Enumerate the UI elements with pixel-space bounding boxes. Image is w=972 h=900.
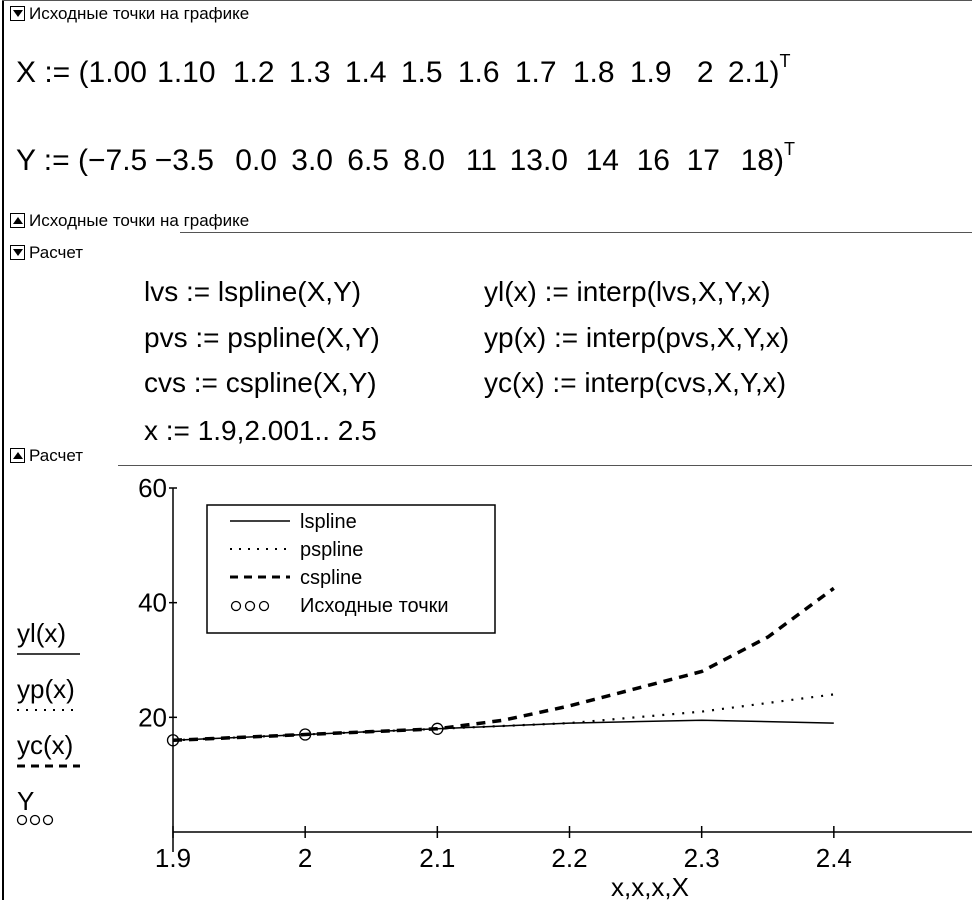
region-footer-calc[interactable]: Расчет [10, 447, 83, 464]
vector-close: ) [773, 144, 784, 177]
formula-x-range[interactable]: x := 1.9,2.001.. 2.5 [144, 415, 377, 446]
y-vector-definition[interactable]: Y := (−7.5 −3.5 0.0 3.0 6.5 8.0 11 13.0 14 16 17 18… [16, 139, 795, 178]
y-axis-label-item: yc(x) [17, 730, 73, 760]
region-divider [118, 465, 972, 466]
x-tick-label: 2 [298, 843, 312, 873]
y-axis-label-item: yl(x) [17, 618, 66, 648]
vector-element: 1.00 [88, 56, 147, 89]
vector-element: 8.0 [403, 144, 445, 177]
collapse-region-icon[interactable] [10, 6, 25, 21]
vector-name: X [16, 56, 37, 89]
legend-sample [258, 600, 270, 612]
legend-entry-label: lspline [300, 511, 357, 533]
region-label: Исходные точки на графике [29, 211, 250, 230]
formula-cvs[interactable]: cvs := cspline(X,Y) [144, 367, 377, 398]
formula-yl[interactable]: yl(x) := interp(lvs,X,Y,x) [484, 276, 771, 307]
vector-element: −3.5 [154, 144, 214, 177]
y-axis-label-item: Y [17, 786, 34, 816]
vector-element: 18 [740, 144, 774, 177]
vector-element: 1.8 [572, 56, 615, 89]
legend-entry-label: cspline [300, 567, 362, 589]
legend-box [206, 504, 496, 634]
vector-element: −7.5 [87, 144, 148, 177]
vector-element: 2 [696, 56, 714, 89]
x-tick-label: 2.3 [684, 843, 720, 873]
vector-element: 1.5 [400, 56, 443, 89]
y-axis-label-item: yp(x) [17, 674, 75, 704]
transpose-marker: T [783, 139, 795, 159]
series-line-cspline [172, 586, 835, 743]
vector-element: 1.2 [232, 56, 275, 89]
vector-element: 1.9 [629, 56, 672, 89]
assign-operator: := ( [36, 56, 89, 89]
legend-sample [230, 600, 242, 612]
vector-close: ) [769, 56, 780, 89]
formula-yp[interactable]: yp(x) := interp(pvs,X,Y,x) [484, 322, 790, 353]
worksheet-left-border [2, 0, 4, 900]
vector-element: 17 [686, 144, 720, 177]
y-tick-label: 40 [138, 588, 167, 618]
region-header-calc-open[interactable]: Расчет [10, 244, 83, 261]
region-footer-points[interactable]: Исходные точки на графике [10, 212, 249, 229]
vector-element: 2.1 [727, 56, 770, 89]
legend-entry-label: pspline [300, 539, 363, 561]
vector-element: 6.5 [347, 144, 389, 177]
region-label: Расчет [29, 446, 84, 465]
x-tick-label: 2.4 [816, 843, 852, 873]
region-divider [180, 232, 972, 233]
data-point-marker [166, 734, 180, 747]
series-line-pspline [172, 693, 834, 742]
x-axis-label: x,x,x,X [611, 872, 689, 900]
region-label: Исходные точки на графике [29, 4, 250, 23]
worksheet-top-border [2, 0, 972, 1]
y-axis-style-sample [29, 814, 41, 826]
formula-yc[interactable]: yc(x) := interp(cvs,X,Y,x) [484, 367, 787, 398]
x-tick-label: 1.9 [155, 843, 191, 873]
formula-lvs[interactable]: lvs := lspline(X,Y) [144, 276, 362, 307]
vector-element: 1.4 [344, 56, 387, 89]
formula-pvs[interactable]: pvs := pspline(X,Y) [144, 322, 380, 353]
y-axis-style-sample [16, 814, 28, 826]
legend-entry-label: Исходные точки [300, 595, 449, 617]
vector-element: 0.0 [235, 144, 277, 177]
vector-name: Y [16, 144, 36, 177]
vector-element: 14 [585, 144, 619, 177]
vector-element: 1.6 [457, 56, 500, 89]
vector-element: 1.7 [514, 56, 557, 89]
expand-region-icon[interactable] [10, 448, 25, 463]
region-label: Расчет [29, 243, 84, 262]
vector-element: 11 [465, 144, 497, 177]
vector-element: 3.0 [291, 144, 333, 177]
collapse-region-icon[interactable] [10, 245, 25, 260]
vector-element: 16 [636, 144, 670, 177]
region-header-points-open[interactable]: Исходные точки на графике [10, 5, 249, 22]
y-tick-label: 20 [138, 702, 167, 732]
x-tick-label: 2.1 [419, 843, 455, 873]
y-axis-style-sample [42, 814, 54, 826]
vector-element: 1.3 [288, 56, 331, 89]
y-tick-label: 60 [138, 473, 167, 503]
data-point-marker [431, 722, 444, 735]
x-vector-definition[interactable]: X := (1.00 1.10 1.2 1.3 1.4 1.5 1.6 1.7 1.8 1.9 2 2… [16, 51, 791, 90]
assign-operator: := ( [35, 144, 88, 177]
vector-element: 1.10 [157, 56, 216, 89]
legend-sample [244, 600, 256, 612]
transpose-marker: T [779, 51, 791, 71]
vector-element: 13.0 [509, 144, 568, 177]
x-tick-label: 2.2 [551, 843, 587, 873]
data-point-marker [299, 728, 312, 741]
expand-region-icon[interactable] [10, 213, 25, 228]
